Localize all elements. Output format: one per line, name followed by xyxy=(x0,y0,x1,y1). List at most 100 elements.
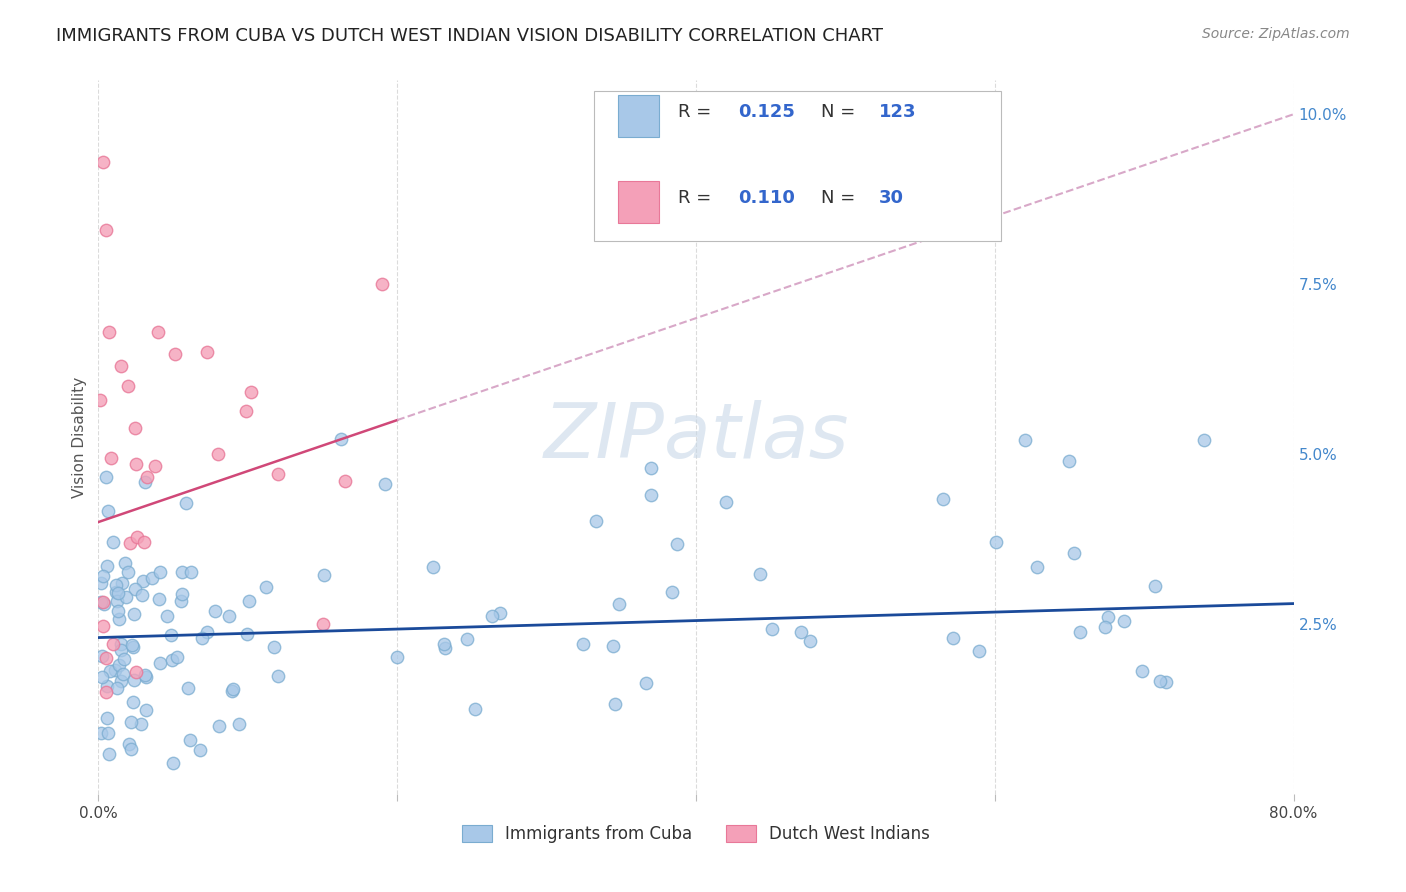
Point xyxy=(97,325,120,339)
Point xyxy=(121,638,143,652)
Point xyxy=(117,565,139,579)
Point xyxy=(96,559,118,574)
Text: R =: R = xyxy=(678,189,717,207)
Point xyxy=(481,608,503,623)
Point xyxy=(422,559,444,574)
Point xyxy=(1069,625,1091,640)
Point xyxy=(166,650,188,665)
Point xyxy=(661,585,683,599)
Point xyxy=(143,458,166,473)
Point xyxy=(204,603,226,617)
Point xyxy=(1154,675,1177,690)
Point xyxy=(208,719,231,733)
Point xyxy=(385,649,408,664)
Point xyxy=(312,568,335,582)
Point xyxy=(311,617,333,632)
Point xyxy=(1014,434,1036,448)
Point xyxy=(1130,664,1153,678)
Bar xyxy=(619,95,659,137)
Point xyxy=(96,685,118,699)
Point xyxy=(103,534,125,549)
Point xyxy=(110,642,132,657)
Point xyxy=(93,598,115,612)
Point xyxy=(91,569,114,583)
Point xyxy=(110,674,132,689)
Text: N =: N = xyxy=(821,189,862,207)
Point xyxy=(124,582,146,596)
Point xyxy=(141,571,163,585)
Point xyxy=(180,566,202,580)
Point xyxy=(118,737,141,751)
Point xyxy=(96,679,118,693)
Point xyxy=(114,590,136,604)
Point xyxy=(179,733,201,747)
Point xyxy=(254,580,277,594)
Point xyxy=(120,741,142,756)
Text: ZIPatlas: ZIPatlas xyxy=(543,401,849,474)
Point xyxy=(111,666,134,681)
Point xyxy=(125,530,148,544)
Point xyxy=(464,702,486,716)
Bar xyxy=(619,180,659,223)
Text: R =: R = xyxy=(678,103,717,121)
Point xyxy=(222,682,245,697)
Point xyxy=(235,403,257,417)
Point xyxy=(636,676,658,690)
Point xyxy=(1063,546,1085,560)
Point xyxy=(640,488,662,502)
Point xyxy=(932,492,955,507)
Point xyxy=(104,663,127,677)
Point xyxy=(188,743,211,757)
Point xyxy=(984,535,1007,549)
Point xyxy=(941,632,963,646)
Point xyxy=(121,640,143,654)
Point xyxy=(195,345,218,359)
Point xyxy=(135,670,157,684)
Point xyxy=(108,658,131,673)
Text: 0.125: 0.125 xyxy=(738,103,794,121)
Point xyxy=(136,469,159,483)
Point xyxy=(761,622,783,636)
Point xyxy=(1097,609,1119,624)
Point xyxy=(433,641,456,656)
Point xyxy=(90,595,112,609)
Point xyxy=(98,665,121,679)
Point xyxy=(602,639,624,653)
Point xyxy=(107,593,129,607)
Point xyxy=(172,565,194,579)
Point xyxy=(239,384,262,399)
Point xyxy=(572,636,595,650)
Point xyxy=(1192,434,1215,448)
Point xyxy=(132,574,155,588)
Point xyxy=(104,577,127,591)
Point xyxy=(98,747,121,762)
Point xyxy=(114,651,136,665)
Point xyxy=(156,609,179,624)
Point xyxy=(969,644,991,658)
Point xyxy=(374,477,396,491)
Y-axis label: Vision Disability: Vision Disability xyxy=(72,376,87,498)
Point xyxy=(160,627,183,641)
Point xyxy=(117,379,139,393)
Point xyxy=(174,496,197,510)
Point xyxy=(148,325,170,339)
Point xyxy=(103,637,125,651)
Point xyxy=(91,619,114,633)
Point xyxy=(105,681,128,695)
Point xyxy=(124,607,146,621)
Point xyxy=(131,589,153,603)
Point xyxy=(1143,579,1166,593)
Legend: Immigrants from Cuba, Dutch West Indians: Immigrants from Cuba, Dutch West Indians xyxy=(456,818,936,850)
Point xyxy=(125,665,148,679)
Point xyxy=(91,670,114,684)
Point xyxy=(218,608,240,623)
Point xyxy=(97,504,120,518)
Point xyxy=(89,392,111,407)
Point xyxy=(1112,614,1135,628)
Text: Source: ZipAtlas.com: Source: ZipAtlas.com xyxy=(1202,27,1350,41)
Point xyxy=(105,584,128,599)
Point xyxy=(195,624,218,639)
Point xyxy=(120,715,142,730)
Point xyxy=(1059,454,1081,468)
Point xyxy=(228,717,250,731)
